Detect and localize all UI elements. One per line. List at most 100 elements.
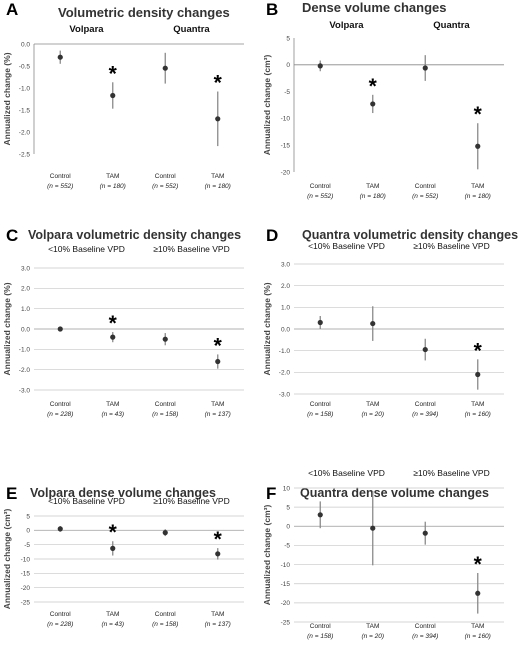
y-tick-label: 3.0 bbox=[21, 265, 30, 272]
y-tick-label: 2.0 bbox=[21, 286, 30, 293]
significance-star: * bbox=[214, 72, 223, 95]
y-tick-label: -2.0 bbox=[19, 129, 31, 136]
y-tick-label: -15 bbox=[281, 143, 291, 150]
chart-title: Quantra volumetric density changes bbox=[302, 228, 519, 242]
y-tick-label: -2.5 bbox=[19, 151, 31, 158]
y-tick-label: -25 bbox=[281, 619, 291, 626]
data-point bbox=[110, 334, 116, 340]
x-n-label: (n = 158) bbox=[152, 411, 178, 418]
group-label: Volpara bbox=[329, 20, 364, 31]
y-tick-label: -10 bbox=[21, 556, 31, 563]
x-n-label: (n = 180) bbox=[100, 183, 126, 190]
y-tick-label: 0.0 bbox=[281, 326, 290, 333]
chart-plot: 10 5 0 -5 -10 -15 -20 -25 Annualized change (cm³… bbox=[262, 468, 504, 640]
y-tick-label: 5 bbox=[26, 513, 30, 520]
significance-star: * bbox=[214, 334, 223, 357]
x-n-label: (n = 180) bbox=[205, 183, 231, 190]
y-tick-label: 0 bbox=[286, 524, 290, 531]
significance-star: * bbox=[109, 62, 118, 85]
data-point bbox=[162, 336, 168, 342]
y-axis-label: Annualized change (cm³) bbox=[262, 505, 272, 606]
panel-letter: A bbox=[6, 0, 19, 19]
y-tick-label: 0.0 bbox=[21, 326, 30, 333]
x-category-label: Control bbox=[415, 183, 437, 190]
panel-letter: B bbox=[266, 0, 279, 19]
y-tick-label: 5 bbox=[286, 35, 290, 42]
y-tick-label: -5 bbox=[284, 543, 290, 550]
x-n-label: (n = 180) bbox=[465, 193, 491, 200]
x-n-label: (n = 137) bbox=[205, 621, 231, 628]
y-tick-label: -1.0 bbox=[19, 85, 31, 92]
x-category-label: TAM bbox=[366, 401, 379, 408]
data-point bbox=[475, 590, 481, 596]
x-category-label: Control bbox=[310, 623, 332, 630]
panel-letter: E bbox=[6, 484, 18, 503]
x-n-label: (n = 160) bbox=[465, 411, 491, 418]
x-category-label: TAM bbox=[471, 623, 484, 630]
panel-e: E Volpara dense volume changes 5 0 -5 -10 -1… bbox=[0, 444, 260, 658]
data-point bbox=[422, 346, 428, 353]
x-category-label: Control bbox=[415, 623, 437, 630]
x-category-label: Control bbox=[50, 611, 72, 618]
data-point bbox=[57, 54, 63, 60]
x-category-label: TAM bbox=[471, 183, 484, 190]
panel-letter: D bbox=[266, 226, 279, 245]
y-tick-label: -20 bbox=[281, 600, 291, 607]
x-category-label: TAM bbox=[366, 623, 379, 630]
x-category-label: TAM bbox=[106, 611, 119, 618]
significance-star: * bbox=[109, 521, 118, 544]
y-axis-label: Annualized change (%) bbox=[2, 282, 12, 375]
x-category-label: Control bbox=[50, 173, 72, 180]
group-label: ≥10% Baseline VPD bbox=[413, 468, 489, 478]
x-category-label: TAM bbox=[211, 173, 224, 180]
panel-f: F Quantra dense volume changes 10 5 0 -5 -10… bbox=[260, 444, 520, 658]
y-tick-label: -5 bbox=[284, 89, 290, 96]
group-label: ≥10% Baseline VPD bbox=[153, 244, 229, 254]
group-label: ≥10% Baseline VPD bbox=[413, 241, 489, 251]
x-n-label: (n = 20) bbox=[361, 411, 384, 418]
data-point bbox=[422, 530, 428, 536]
chart-plot: 3.0 2.0 1.0 0.0 -1.0 -2.0 -3.0 Annualized chang… bbox=[262, 241, 504, 418]
group-label: Volpara bbox=[69, 24, 104, 35]
y-tick-label: -0.5 bbox=[19, 63, 31, 70]
x-n-label: (n = 20) bbox=[361, 633, 384, 640]
x-category-label: Control bbox=[155, 401, 177, 408]
data-point bbox=[162, 65, 168, 71]
x-n-label: (n = 228) bbox=[47, 411, 73, 418]
x-n-label: (n = 552) bbox=[47, 183, 73, 190]
group-label: <10% Baseline VPD bbox=[48, 496, 125, 506]
significance-star: * bbox=[474, 553, 483, 576]
y-tick-label: -3.0 bbox=[279, 391, 291, 398]
panel-a: A Volumetric density changes 0.0 -0.5 -1.0… bbox=[0, 0, 260, 215]
significance-star: * bbox=[474, 103, 483, 126]
x-n-label: (n = 180) bbox=[360, 193, 386, 200]
group-label: Quantra bbox=[433, 20, 470, 31]
y-tick-label: -10 bbox=[281, 116, 291, 123]
panel-letter: F bbox=[266, 484, 277, 503]
data-point bbox=[422, 65, 428, 71]
chart-title: Dense volume changes bbox=[302, 0, 447, 15]
x-n-label: (n = 160) bbox=[465, 633, 491, 640]
significance-star: * bbox=[474, 339, 483, 362]
y-tick-label: -20 bbox=[21, 585, 31, 592]
data-point bbox=[162, 530, 168, 536]
x-n-label: (n = 43) bbox=[101, 621, 124, 628]
x-n-label: (n = 552) bbox=[412, 193, 438, 200]
data-point bbox=[110, 92, 116, 99]
x-n-label: (n = 394) bbox=[412, 411, 438, 418]
data-point bbox=[57, 526, 63, 532]
group-label: <10% Baseline VPD bbox=[308, 241, 385, 251]
chart-plot: 5 0 -5 -10 -15 -20 Annualized change (cm³) Volp… bbox=[262, 20, 504, 200]
data-point bbox=[475, 143, 481, 149]
x-category-label: TAM bbox=[211, 401, 224, 408]
x-n-label: (n = 43) bbox=[101, 411, 124, 418]
x-category-label: Control bbox=[155, 611, 177, 618]
data-point bbox=[215, 551, 221, 557]
chart-title: Volpara volumetric density changes bbox=[28, 228, 242, 242]
y-axis-label: Annualized change (%) bbox=[2, 52, 12, 145]
data-point bbox=[370, 320, 376, 327]
x-n-label: (n = 394) bbox=[412, 633, 438, 640]
significance-star: * bbox=[214, 528, 223, 551]
x-category-label: Control bbox=[310, 401, 332, 408]
y-tick-label: -10 bbox=[281, 562, 291, 569]
